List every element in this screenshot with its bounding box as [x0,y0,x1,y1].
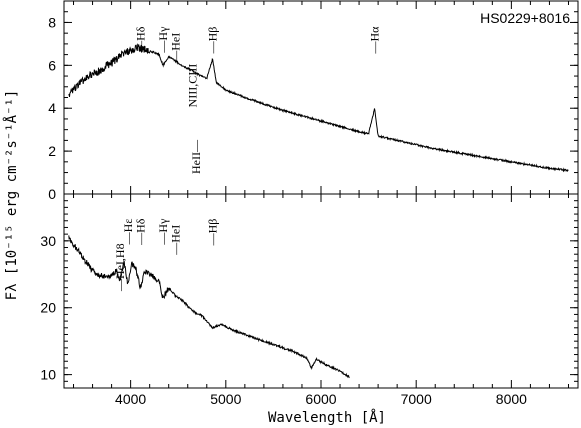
bottom-y-tick-label: 10 [40,367,56,383]
bottom-line-label: —Hε [121,219,135,246]
bottom-line-label: —Hδ [133,218,147,246]
x-tick-label: 7000 [401,391,432,407]
x-tick-label: 4000 [115,391,146,407]
top-line-label: —Hγ [156,26,170,54]
x-tick-label: 5000 [210,391,241,407]
top-line-label: —Hα [368,26,382,55]
top-spectrum-line [68,43,569,173]
bottom-line-label: —HeI [169,225,183,256]
x-tick-label: 6000 [305,391,336,407]
x-tick-label: 8000 [496,391,527,407]
bottom-line-label: —HeI,H8 [113,243,127,292]
top-y-tick-label: 4 [48,100,56,116]
bottom-line-label: —Hγ [156,218,170,246]
top-line-label: HeII— [189,139,203,174]
top-line-label: —HeI [169,33,183,64]
y-axis-label: Fλ [10⁻¹⁵ erg cm⁻²s⁻¹Å⁻¹] [3,90,20,301]
top-line-label: NIII,CIII [186,64,200,108]
top-y-tick-label: 6 [48,57,56,73]
top-line-label: —Hβ [206,27,220,55]
top-y-tick-label: 8 [48,14,56,30]
top-y-tick-label: 0 [48,186,56,202]
bottom-panel: 4000 5000 6000 7000 8000 10 20 30 —HeI,H8—Hε—Hδ —… [40,193,579,407]
top-line-label: —Hδ [133,26,147,54]
x-axis-label: Wavelength [Å] [268,409,386,426]
bottom-line-label: —Hβ [206,219,220,247]
object-name-label: HS0229+8016 [480,10,570,26]
bottom-y-tick-label: 20 [40,300,56,316]
top-y-tick-label: 2 [48,143,56,159]
bottom-spectrum-line [68,235,350,379]
bottom-y-tick-label: 30 [40,233,56,249]
